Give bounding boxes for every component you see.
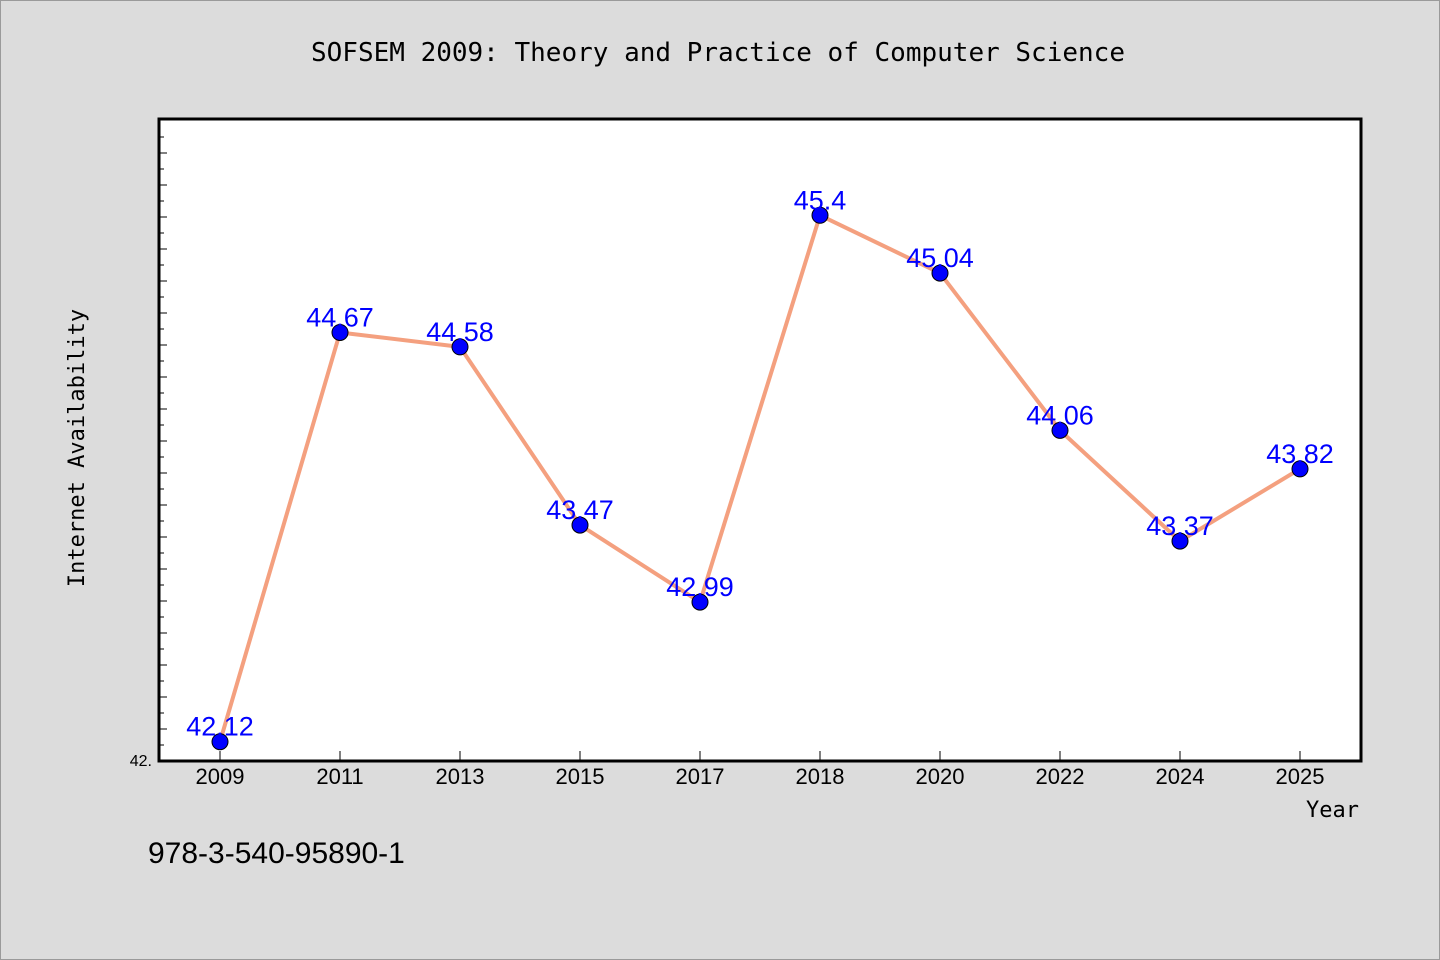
x-tick-label: 2017 [676,764,725,789]
x-tick-label: 2022 [1036,764,1085,789]
x-tick-label: 2018 [796,764,845,789]
x-tick-label: 2011 [316,764,363,789]
data-label-2025: 43.82 [1266,439,1334,469]
data-point-2025 [1291,460,1309,478]
isbn-footer: 978-3-540-95890-1 [148,837,405,870]
data-point-2009 [211,733,229,751]
data-point-2015 [571,516,589,534]
data-point-2024 [1171,532,1189,550]
plot-area [157,117,1363,763]
y-axis-ticks [159,136,167,746]
data-point-2017 [691,593,709,611]
x-tick-label: 2013 [436,764,485,789]
y-axis-min-label: 42. [130,753,152,770]
data-point-2011 [331,323,349,341]
data-label-2024: 43.37 [1146,511,1214,541]
data-label-2013: 44.58 [426,317,494,347]
data-point-2022 [1051,421,1069,439]
data-label-2020: 45.04 [906,243,974,273]
data-label-2018: 45.4 [794,185,847,215]
data-label-2015: 43.47 [546,495,614,525]
data-labels: 42.12 44.67 44.58 43.47 42.99 45.4 45.04 44.06 4… [186,185,1334,741]
y-axis-title: Internet Availability [65,309,90,587]
x-tick-label: 2009 [196,764,245,789]
x-axis-ticks [219,751,1301,761]
data-label-2011: 44.67 [306,302,374,332]
data-point-2020 [931,264,949,282]
data-label-2009: 42.12 [186,712,254,742]
x-tick-label: 2024 [1156,764,1205,789]
x-tick-label: 2020 [916,764,965,789]
x-tick-label: 2025 [1276,764,1325,789]
x-axis-title: Year [1306,798,1359,823]
x-tick-label: 2015 [556,764,605,789]
data-label-2017: 42.99 [666,572,734,602]
chart-title: SOFSEM 2009: Theory and Practice of Comp… [311,38,1125,68]
x-axis-tick-labels: 2009 2011 2013 2015 2017 2018 2020 2022 2024 2025 [196,764,1325,789]
series-markers [211,206,1309,751]
series-line [218,213,1302,743]
data-label-2022: 44.06 [1026,400,1094,430]
data-point-2013 [451,338,469,356]
data-point-2018 [811,206,829,224]
